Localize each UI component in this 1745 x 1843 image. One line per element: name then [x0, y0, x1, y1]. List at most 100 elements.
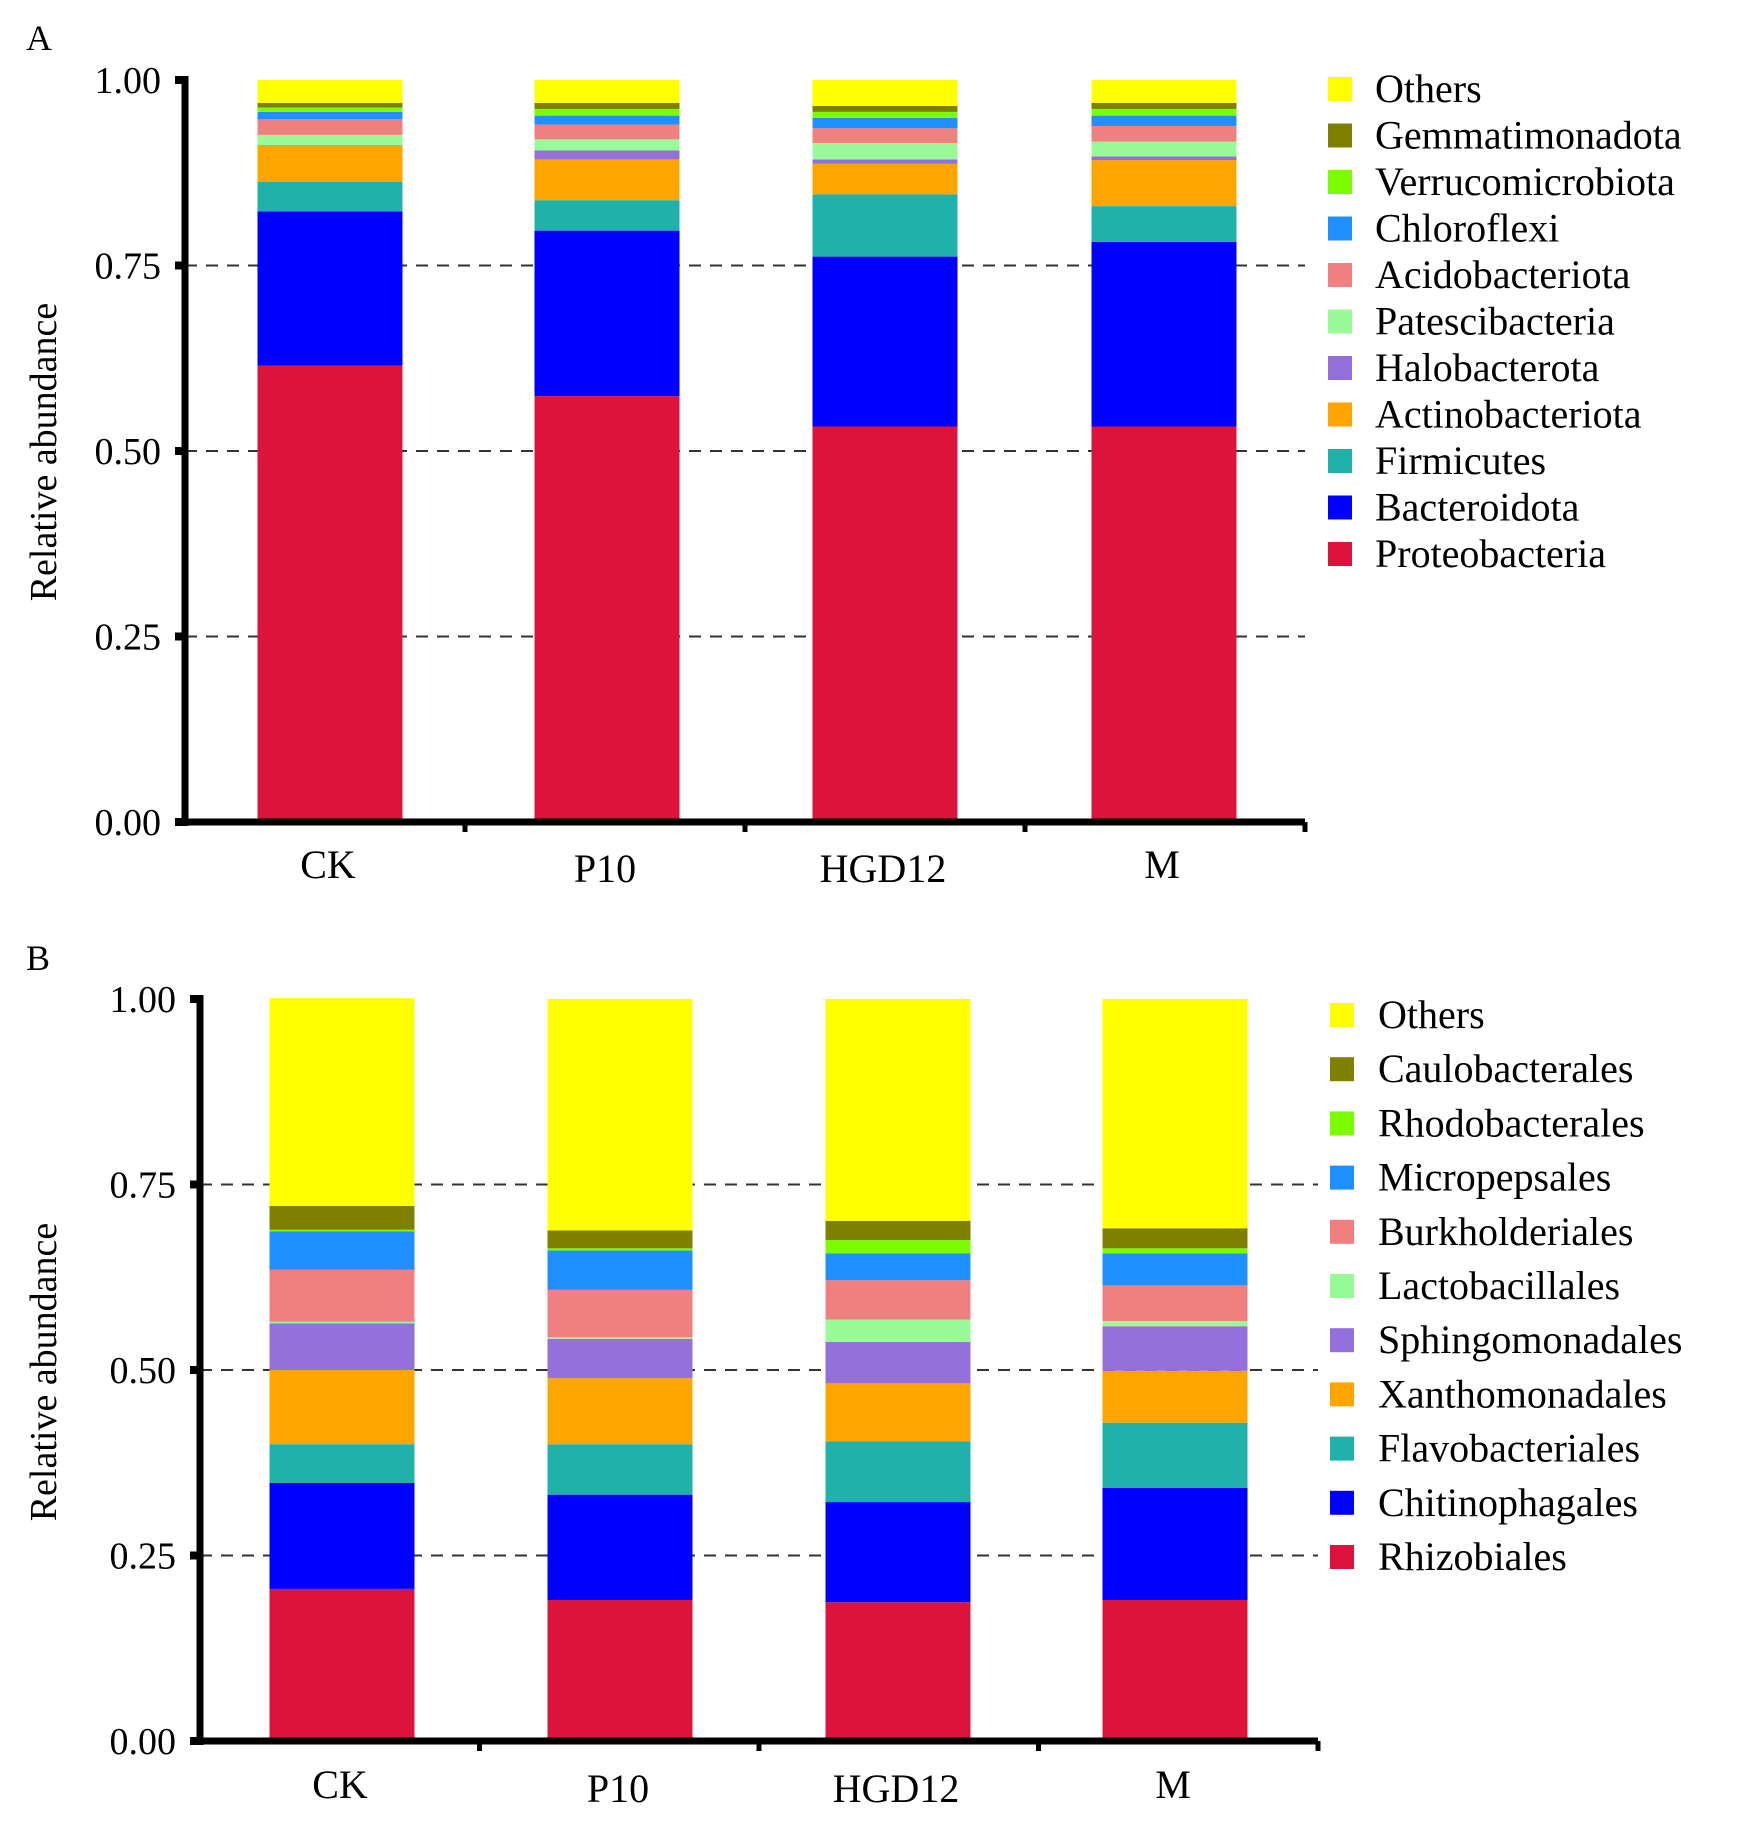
- y-tick-label: 0.25: [95, 617, 162, 659]
- bar-segment-rhodobacterales: [825, 1240, 971, 1254]
- bar-segment-rhizobiales: [825, 1602, 971, 1741]
- legend-item: Burkholderiales: [1330, 1209, 1634, 1254]
- bar-segment-others: [812, 80, 958, 106]
- bar-stack-ck: [269, 998, 415, 1741]
- x-tick-label: M: [1144, 842, 1180, 887]
- legend-item: Chloroflexi: [1328, 206, 1559, 251]
- bar-segment-verrucomicrobiota: [257, 107, 403, 112]
- legend-item: Others: [1328, 66, 1482, 111]
- legend-label: Rhizobiales: [1378, 1534, 1567, 1579]
- legend-swatch: [1328, 402, 1352, 427]
- bar-segment-firmicutes: [1091, 206, 1237, 242]
- x-tick-label: M: [1155, 1762, 1191, 1807]
- x-tick-label: CK: [312, 1762, 368, 1807]
- bar-segment-verrucomicrobiota: [812, 111, 958, 118]
- legend-label: Proteobacteria: [1375, 531, 1606, 576]
- bar-segment-verrucomicrobiota: [1091, 108, 1237, 116]
- legend-label: Sphingomonadales: [1378, 1317, 1682, 1362]
- bar-segment-halobacterota: [534, 150, 680, 160]
- bar-segment-sphingomonadales: [269, 1323, 415, 1370]
- bar-segment-burkholderiales: [825, 1280, 971, 1320]
- bar-segment-firmicutes: [257, 181, 403, 212]
- legend-label: Others: [1378, 992, 1485, 1037]
- legend-label: Rhodobacterales: [1378, 1100, 1645, 1145]
- legend-item: Caulobacterales: [1330, 1046, 1633, 1091]
- bar-segment-others: [269, 998, 415, 1207]
- bar-segment-rhodobacterales: [1102, 1248, 1248, 1254]
- bar-segment-gemmatimonadota: [534, 103, 680, 109]
- legend-swatch: [1330, 1057, 1354, 1082]
- y-tick-label: 0.25: [110, 1536, 177, 1578]
- legend-swatch: [1328, 216, 1352, 241]
- legend-item: Patescibacteria: [1328, 299, 1615, 344]
- x-tick-labels: CK P10 HGD12 M: [300, 842, 1180, 891]
- legend-item: Halobacterota: [1328, 345, 1600, 390]
- legend-item: Verrucomicrobiota: [1328, 159, 1675, 204]
- bar-segment-patescibacteria: [534, 139, 680, 151]
- bar-stack-hgd12: [825, 999, 971, 1741]
- bar-segment-micropepsales: [825, 1253, 971, 1281]
- y-tick-labels: 0.00 0.25 0.50 0.75 1.00: [95, 60, 162, 844]
- y-tick-label: 0.00: [110, 1721, 177, 1763]
- bar-segment-sphingomonadales: [547, 1338, 693, 1379]
- bar-segment-bacteroidota: [1091, 241, 1237, 427]
- legend-swatch: [1330, 1545, 1354, 1569]
- legend-item: Rhizobiales: [1330, 1534, 1567, 1579]
- bar-segment-others: [547, 999, 693, 1231]
- y-tick-label: 1.00: [95, 60, 162, 102]
- y-tick-label: 0.50: [95, 431, 162, 473]
- legend-swatch: [1330, 1274, 1354, 1298]
- legend: Others Caulobacterales Rhodobacterales Micr…: [1330, 992, 1682, 1579]
- y-tick-label: 1.00: [110, 979, 177, 1021]
- legend-swatch: [1328, 495, 1352, 520]
- bar-stack-ck: [257, 80, 403, 822]
- bars: [269, 998, 1248, 1741]
- bar-segment-caulobacterales: [269, 1206, 415, 1230]
- legend-label: Burkholderiales: [1378, 1209, 1634, 1254]
- legend-swatch: [1328, 309, 1352, 334]
- bar-stack-m: [1091, 80, 1237, 822]
- y-axis-title: Relative abundance: [23, 303, 65, 602]
- bar-segment-sphingomonadales: [1102, 1326, 1248, 1371]
- bar-segment-others: [1091, 80, 1237, 104]
- legend-swatch: [1328, 449, 1352, 473]
- legend-label: Chitinophagales: [1378, 1480, 1638, 1525]
- bar-segment-micropepsales: [547, 1250, 693, 1290]
- legend: OthersGemmatimonadotaVerrucomicrobiotaCh…: [1328, 66, 1682, 576]
- legend-item: Proteobacteria: [1328, 531, 1606, 576]
- bar-segment-gemmatimonadota: [257, 103, 403, 108]
- bar-segment-others: [1102, 999, 1248, 1229]
- bar-segment-burkholderiales: [1102, 1285, 1248, 1322]
- bar-segment-micropepsales: [1102, 1253, 1248, 1286]
- legend-item: Flavobacteriales: [1330, 1426, 1640, 1471]
- bar-segment-lactobacillales: [547, 1337, 693, 1339]
- legend-label: Xanthomonadales: [1378, 1371, 1667, 1416]
- bar-stack-hgd12: [812, 80, 958, 822]
- legend-label: Chloroflexi: [1375, 206, 1559, 251]
- bar-segment-chitinophagales: [547, 1494, 693, 1601]
- bar-segment-rhizobiales: [1102, 1600, 1248, 1741]
- x-tick-label: CK: [300, 842, 356, 887]
- legend-item: Others: [1330, 992, 1485, 1037]
- bar-segment-acidobacteriota: [1091, 126, 1237, 142]
- y-tick-label: 0.75: [110, 1165, 177, 1207]
- bar-segment-proteobacteria: [534, 396, 680, 822]
- bar-segment-firmicutes: [534, 200, 680, 231]
- axes: [190, 995, 1321, 1751]
- legend-item: Sphingomonadales: [1330, 1317, 1682, 1362]
- bar-segment-lactobacillales: [1102, 1321, 1248, 1327]
- legend-swatch: [1330, 1490, 1354, 1515]
- legend-swatch: [1330, 1382, 1354, 1407]
- legend-item: Gemmatimonadota: [1328, 113, 1682, 158]
- bar-segment-acidobacteriota: [534, 124, 680, 140]
- legend-swatch: [1330, 1003, 1354, 1027]
- bar-segment-chloroflexi: [257, 111, 403, 120]
- bar-segment-chitinophagales: [269, 1482, 415, 1589]
- bar-segment-rhizobiales: [547, 1600, 693, 1741]
- bar-segment-acidobacteriota: [257, 119, 403, 135]
- bar-segment-chloroflexi: [1091, 115, 1237, 127]
- bar-segment-acidobacteriota: [812, 128, 958, 144]
- y-tick-labels: 0.00 0.25 0.50 0.75 1.00: [110, 979, 177, 1763]
- bar-segment-actinobacteriota: [1091, 160, 1237, 207]
